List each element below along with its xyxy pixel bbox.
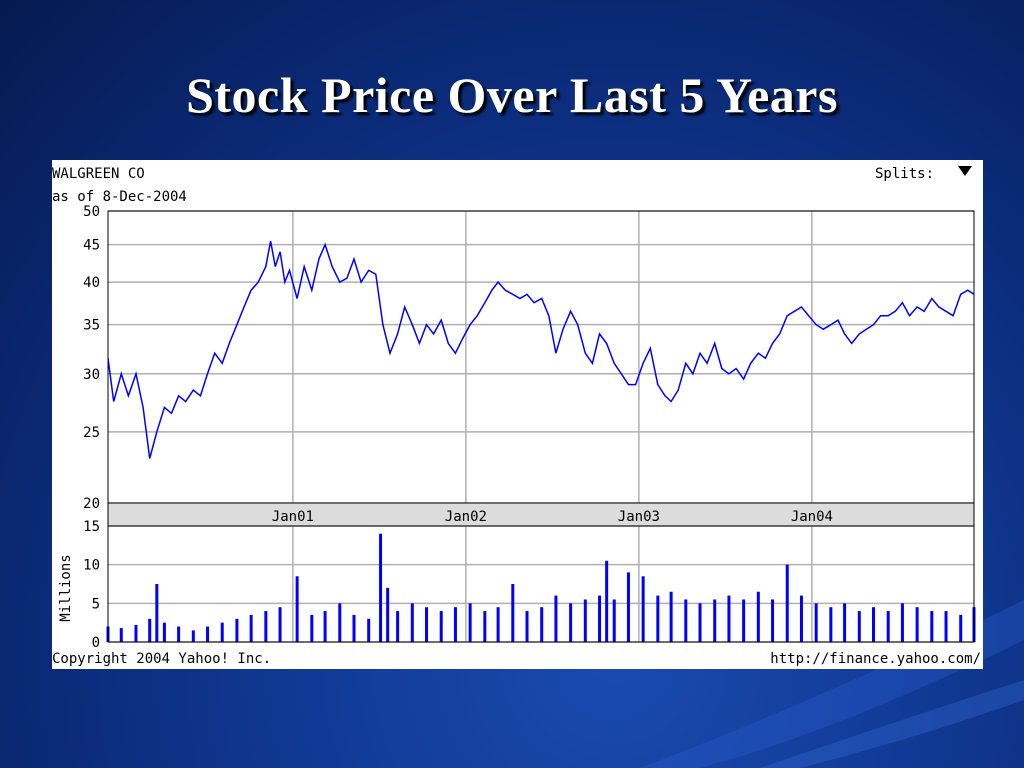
volume-axis-label: Millions	[58, 554, 74, 621]
volume-bar	[468, 603, 472, 642]
volume-bar	[857, 611, 861, 642]
stock-chart: WALGREEN CO as of 8-Dec-2004 Splits: 202…	[52, 166, 981, 667]
volume-bar	[278, 607, 282, 642]
volume-bar	[323, 611, 327, 642]
volume-bar	[295, 576, 299, 642]
volume-bar	[148, 618, 152, 642]
price-y-tick-label: 30	[83, 367, 100, 383]
stock-chart-panel: WALGREEN CO as of 8-Dec-2004 Splits: 20 2…	[52, 160, 983, 669]
volume-y-tick-label: 15	[83, 519, 100, 535]
copyright-text: Copyright 2004 Yahoo! Inc.	[52, 651, 271, 667]
volume-bar	[396, 611, 400, 642]
volume-bar	[669, 591, 673, 642]
volume-bar	[235, 618, 239, 642]
volume-bar	[900, 603, 904, 642]
volume-bar	[338, 603, 342, 642]
volume-bar	[386, 587, 390, 642]
volume-bars	[106, 533, 976, 642]
price-y-tick-label: 25	[83, 425, 100, 441]
volume-y-tick-label: 0	[92, 635, 100, 651]
volume-bar	[264, 611, 268, 642]
x-tick-label: Jan04	[791, 509, 833, 525]
volume-bar	[785, 564, 789, 642]
volume-bar	[684, 599, 688, 642]
slide-title: Stock Price Over Last 5 Years	[186, 67, 838, 123]
price-grid	[108, 210, 974, 504]
volume-bar	[656, 595, 660, 642]
volume-bar	[641, 576, 645, 642]
company-name: WALGREEN CO	[52, 166, 145, 182]
volume-bar	[191, 630, 195, 642]
date-axis-band	[107, 502, 975, 527]
volume-bar	[220, 622, 224, 642]
volume-bar	[814, 603, 818, 642]
price-y-tick-label: 35	[83, 318, 100, 334]
volume-bar	[425, 607, 429, 642]
x-tick-label: Jan01	[272, 509, 314, 525]
volume-bar	[598, 595, 602, 642]
splits-label[interactable]: Splits:	[875, 166, 934, 182]
volume-bar	[162, 622, 166, 642]
volume-bar	[829, 607, 833, 642]
price-y-tick-label: 20	[83, 496, 100, 512]
volume-bar	[727, 595, 731, 642]
price-y-ticks: 20 25 30 35 40 45 50	[83, 204, 100, 512]
volume-bar	[612, 599, 616, 642]
price-plot-frame	[107, 210, 975, 504]
volume-bar	[439, 611, 443, 642]
volume-bar	[742, 599, 746, 642]
price-y-tick-label: 50	[83, 204, 100, 220]
volume-bar	[771, 599, 775, 642]
volume-y-tick-label: 5	[92, 596, 100, 612]
source-link[interactable]: http://finance.yahoo.com/	[770, 651, 981, 667]
volume-bar	[930, 611, 934, 642]
volume-bar	[134, 624, 138, 642]
volume-bar	[177, 626, 181, 642]
volume-bar	[799, 595, 803, 642]
volume-y-tick-label: 10	[83, 558, 100, 574]
volume-bar	[540, 607, 544, 642]
x-tick-label: Jan02	[445, 509, 487, 525]
volume-bar	[698, 603, 702, 642]
volume-bar	[453, 607, 457, 642]
volume-bar	[119, 628, 123, 642]
volume-bar	[367, 618, 371, 642]
volume-bar	[626, 572, 630, 642]
volume-bar	[886, 611, 890, 642]
splits-dropdown-icon[interactable]	[958, 166, 972, 176]
as-of-date: as of 8-Dec-2004	[52, 189, 187, 205]
volume-bar	[310, 614, 314, 642]
volume-bar	[713, 599, 717, 642]
volume-bar	[569, 603, 573, 642]
volume-bar	[959, 614, 963, 642]
volume-bar	[583, 599, 587, 642]
volume-bar	[525, 611, 529, 642]
x-tick-labels: Jan01 Jan02 Jan03 Jan04	[272, 509, 833, 525]
volume-bar	[483, 611, 487, 642]
volume-bar	[410, 603, 414, 642]
volume-bar	[155, 584, 159, 642]
volume-bar	[496, 607, 500, 642]
volume-bar	[352, 614, 356, 642]
volume-bar	[756, 591, 760, 642]
volume-bar	[872, 607, 876, 642]
volume-y-ticks: 0 5 10 15	[83, 519, 100, 651]
volume-plot-frame	[107, 525, 975, 643]
volume-bar	[511, 584, 515, 642]
volume-bar	[843, 603, 847, 642]
volume-bar	[915, 607, 919, 642]
volume-bar	[249, 614, 253, 642]
volume-bar	[206, 626, 210, 642]
volume-bar	[605, 560, 609, 642]
price-y-tick-label: 45	[83, 238, 100, 254]
volume-bar	[379, 533, 383, 642]
price-y-tick-label: 40	[83, 275, 100, 291]
volume-bar	[944, 611, 948, 642]
x-tick-label: Jan03	[618, 509, 660, 525]
volume-bar	[554, 595, 558, 642]
price-series-line	[107, 240, 975, 459]
